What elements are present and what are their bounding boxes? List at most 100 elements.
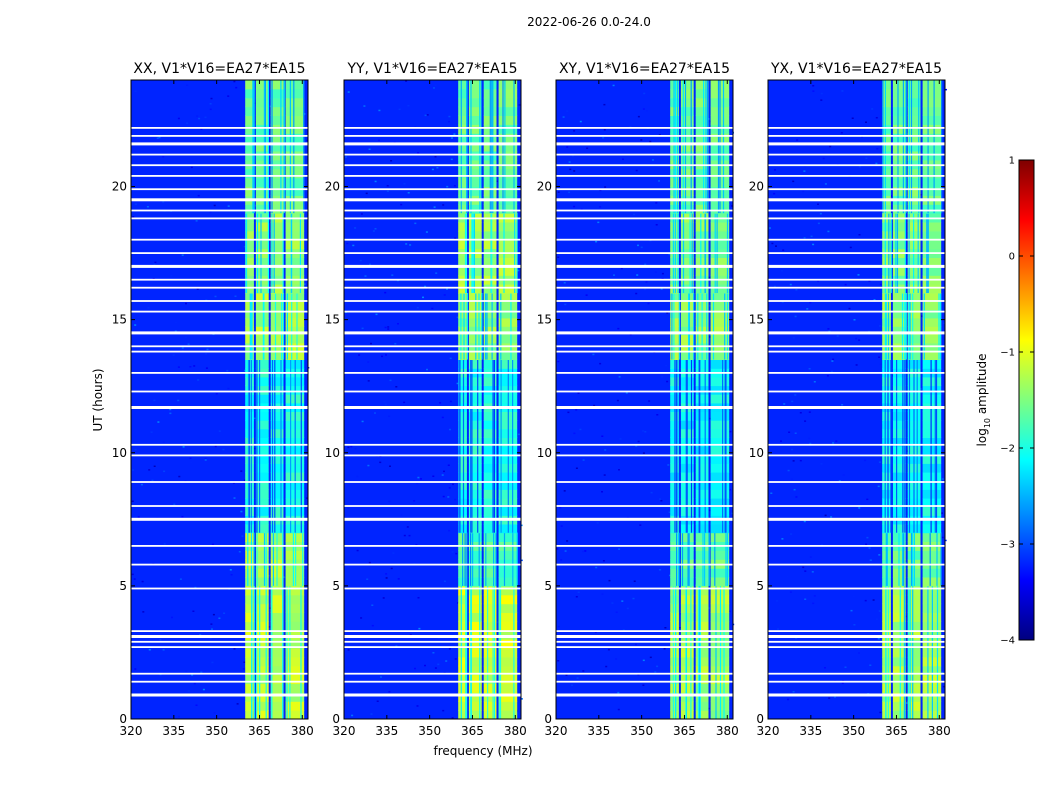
flagged-row bbox=[131, 630, 308, 632]
noise-cell bbox=[875, 117, 878, 119]
signal-cell bbox=[907, 648, 921, 658]
signal-streak bbox=[250, 293, 252, 360]
signal-cell bbox=[710, 585, 730, 596]
signal-cell bbox=[468, 524, 482, 534]
signal-cell bbox=[498, 603, 518, 613]
signal-streak bbox=[485, 293, 487, 360]
noise-cell bbox=[811, 571, 814, 573]
signal-cell bbox=[255, 385, 269, 395]
signal-cell bbox=[458, 674, 467, 684]
flagged-row bbox=[556, 372, 733, 374]
noise-cell bbox=[213, 712, 216, 714]
noise-cell bbox=[431, 168, 434, 171]
noise-cell bbox=[878, 356, 881, 358]
signal-cell bbox=[468, 168, 482, 179]
signal-cell bbox=[892, 506, 906, 516]
signal-cell bbox=[458, 115, 467, 125]
y-tick-label: 20 bbox=[325, 180, 340, 194]
signal-streak bbox=[491, 293, 493, 360]
noise-cell bbox=[137, 683, 140, 685]
noise-cell bbox=[179, 578, 182, 580]
noise-cell bbox=[770, 492, 773, 494]
signal-streak bbox=[282, 532, 284, 586]
noise-cell bbox=[134, 203, 137, 205]
noise-cell bbox=[858, 507, 861, 509]
signal-cell bbox=[922, 309, 942, 319]
signal-cell bbox=[892, 124, 906, 134]
noise-cell bbox=[557, 256, 560, 258]
signal-cell bbox=[710, 385, 730, 395]
signal-cell bbox=[458, 186, 467, 196]
signal-cell bbox=[922, 186, 942, 196]
signal-streak bbox=[685, 359, 687, 533]
noise-cell bbox=[253, 447, 256, 450]
signal-cell bbox=[270, 204, 284, 214]
signal-cell bbox=[907, 309, 921, 319]
noise-cell bbox=[659, 569, 662, 571]
signal-streak bbox=[463, 293, 465, 360]
noise-cell bbox=[441, 416, 444, 419]
signal-streak bbox=[885, 532, 887, 586]
signal-cell bbox=[710, 454, 730, 464]
signal-cell bbox=[255, 506, 269, 516]
signal-cell bbox=[922, 411, 942, 421]
signal-cell bbox=[483, 342, 497, 352]
signal-cell bbox=[882, 97, 891, 108]
signal-cell bbox=[670, 532, 679, 542]
noise-cell bbox=[253, 417, 256, 420]
signal-streak bbox=[489, 80, 491, 214]
noise-cell bbox=[595, 240, 598, 243]
signal-streak bbox=[916, 359, 918, 533]
signal-cell bbox=[670, 612, 679, 622]
signal-cell bbox=[892, 683, 906, 693]
noise-cell bbox=[349, 243, 352, 245]
x-tick-label: 365 bbox=[885, 724, 908, 738]
noise-cell bbox=[417, 152, 420, 154]
signal-cell bbox=[695, 577, 709, 587]
signal-cell bbox=[695, 222, 709, 232]
signal-cell bbox=[710, 437, 730, 447]
signal-cell bbox=[245, 222, 254, 232]
signal-cell bbox=[245, 133, 254, 143]
flagged-row bbox=[768, 563, 945, 566]
flagged-row bbox=[131, 587, 308, 590]
signal-cell bbox=[695, 463, 709, 473]
signal-cell bbox=[498, 222, 518, 232]
noise-cell bbox=[858, 234, 861, 236]
signal-cell bbox=[922, 437, 942, 447]
signal-cell bbox=[680, 204, 694, 214]
noise-cell bbox=[660, 500, 663, 502]
signal-cell bbox=[468, 489, 482, 499]
signal-cell bbox=[255, 334, 269, 344]
signal-cell bbox=[458, 437, 467, 447]
noise-cell bbox=[375, 313, 378, 316]
flagged-row bbox=[131, 640, 308, 643]
signal-cell bbox=[670, 293, 679, 302]
signal-cell bbox=[458, 204, 467, 214]
signal-cell bbox=[285, 648, 305, 658]
signal-streak bbox=[499, 585, 502, 719]
signal-cell bbox=[468, 612, 482, 622]
signal-cell bbox=[255, 532, 269, 542]
noise-cell bbox=[215, 393, 218, 395]
signal-cell bbox=[458, 257, 467, 267]
signal-cell bbox=[255, 472, 269, 482]
signal-cell bbox=[695, 446, 709, 456]
signal-cell bbox=[922, 334, 942, 344]
noise-cell bbox=[595, 566, 598, 569]
signal-cell bbox=[498, 639, 518, 649]
flagged-row bbox=[131, 164, 308, 167]
flagged-row bbox=[131, 142, 308, 146]
signal-cell bbox=[255, 80, 269, 90]
noise-cell bbox=[792, 180, 795, 183]
noise-cell bbox=[844, 666, 847, 668]
signal-cell bbox=[922, 568, 942, 578]
noise-cell bbox=[426, 114, 429, 116]
signal-cell bbox=[680, 177, 694, 187]
signal-cell bbox=[468, 204, 482, 214]
noise-cell bbox=[560, 559, 563, 561]
noise-cell bbox=[376, 700, 379, 702]
signal-streak bbox=[931, 585, 933, 719]
signal-streak bbox=[253, 585, 255, 719]
